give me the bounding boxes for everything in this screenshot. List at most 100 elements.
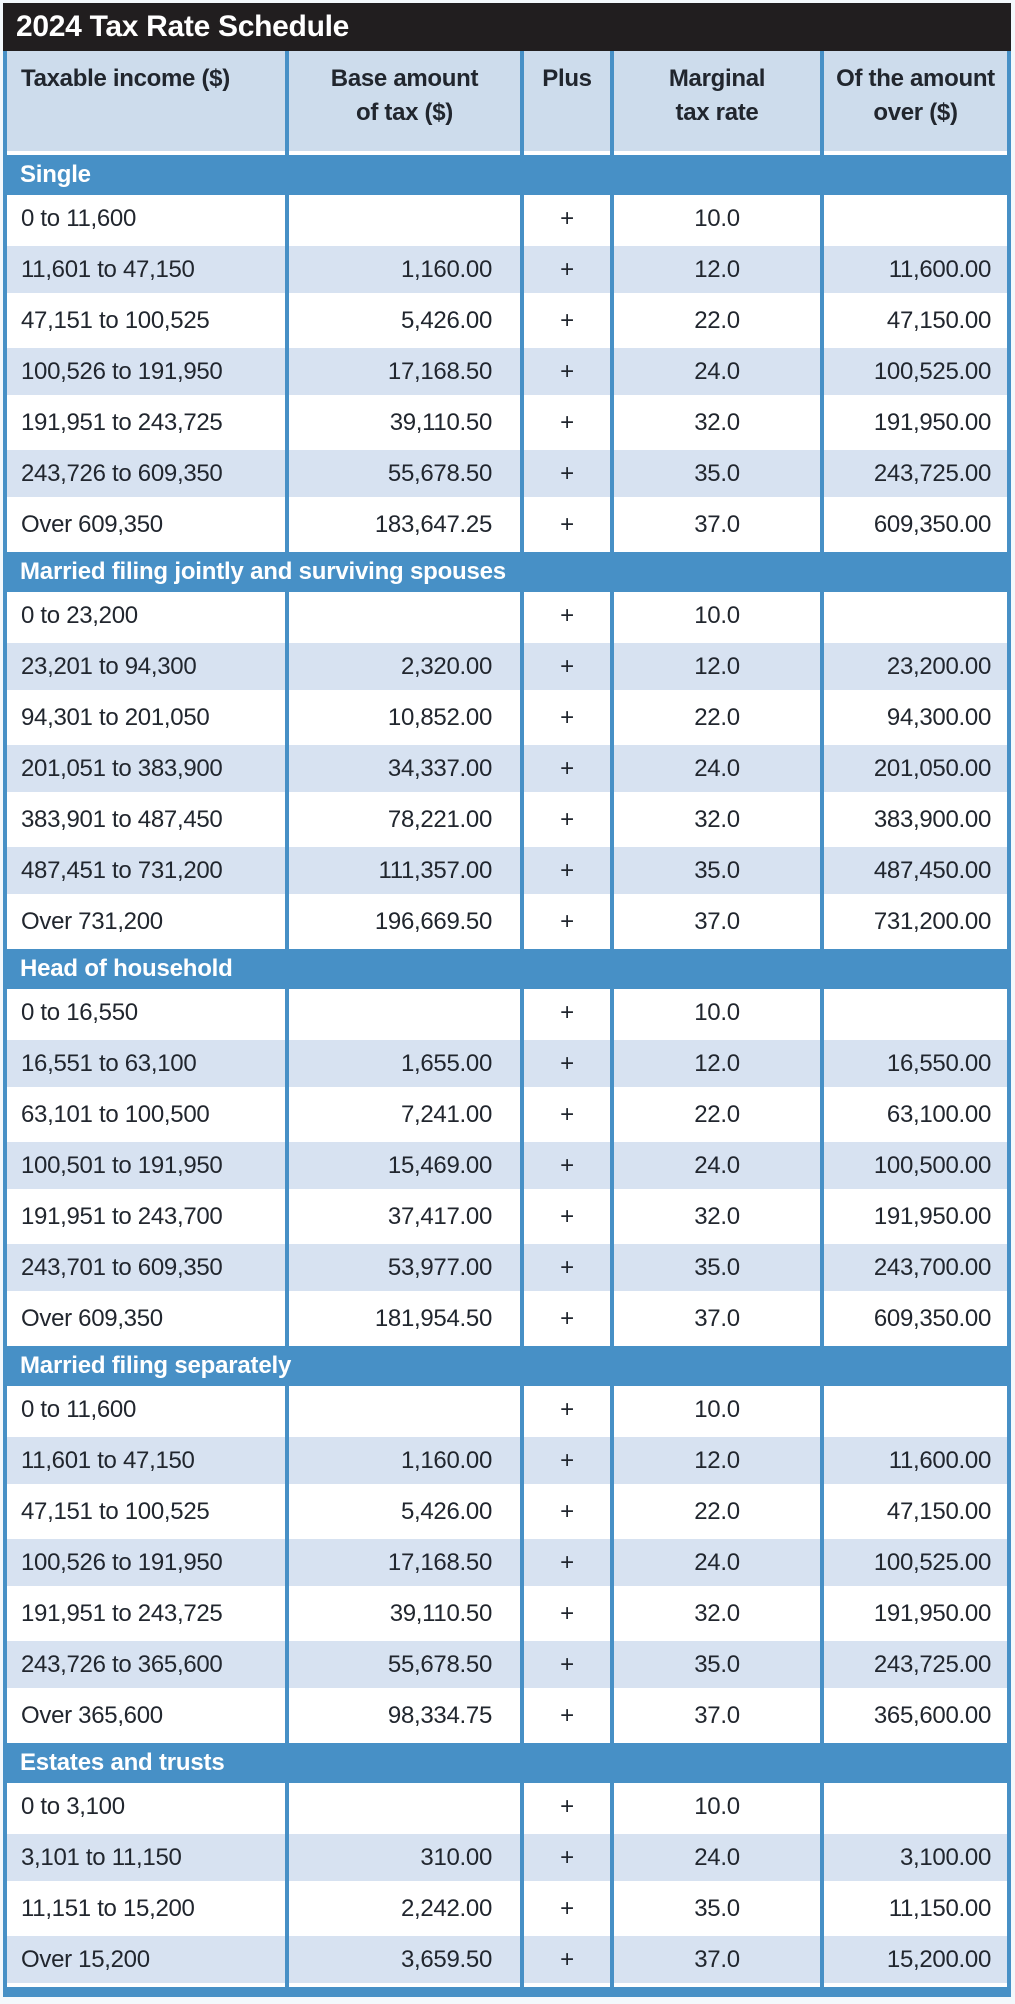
table-row: 94,301 to 201,050 10,852.00 +22.0 94,300.00	[7, 694, 1007, 741]
separator-cell	[614, 741, 820, 745]
cell-amount-over	[824, 1386, 1007, 1433]
separator-cell	[7, 690, 285, 694]
separator-cell	[289, 1138, 520, 1142]
separator-cell	[524, 639, 610, 643]
separator-cell	[824, 1291, 1007, 1295]
separator-cell	[524, 1189, 610, 1193]
separator-cell	[289, 945, 520, 949]
separator-cell	[289, 1881, 520, 1885]
separator-cell	[524, 1932, 610, 1936]
separator-cell	[614, 1830, 820, 1834]
cell-marginal-rate: 24.0	[614, 745, 820, 792]
cell-marginal-rate: 37.0	[614, 1295, 820, 1342]
separator-cell	[824, 1586, 1007, 1590]
separator-cell	[524, 446, 610, 450]
cell-base-amount: 5,426.00	[289, 297, 520, 344]
separator-cell	[7, 1983, 285, 1987]
cell-taxable-income: 487,451 to 731,200	[7, 847, 285, 894]
separator-cell	[7, 843, 285, 847]
separator-cell	[289, 1983, 520, 1987]
cell-marginal-rate: 12.0	[614, 1437, 820, 1484]
cell-taxable-income: 243,701 to 609,350	[7, 1244, 285, 1291]
separator-cell	[7, 344, 285, 348]
separator-cell	[7, 1036, 285, 1040]
separator-cell	[524, 548, 610, 552]
separator-cell	[7, 1189, 285, 1193]
separator-cell	[289, 690, 520, 694]
cell-taxable-income: 0 to 16,550	[7, 989, 285, 1036]
separator-cell	[289, 1189, 520, 1193]
separator-cell	[614, 1138, 820, 1142]
table-row: Over 731,200 196,669.50 +37.0 731,200.00	[7, 898, 1007, 945]
cell-base-amount: 183,647.25	[289, 501, 520, 548]
cell-taxable-income: 191,951 to 243,725	[7, 1590, 285, 1637]
separator-cell	[614, 690, 820, 694]
separator-cell	[824, 1342, 1007, 1346]
separator-cell	[289, 1586, 520, 1590]
row-separator	[7, 446, 1007, 450]
row-separator	[7, 1739, 1007, 1743]
separator-cell	[289, 792, 520, 796]
table-row: Over 15,200 3,659.50 +37.0 15,200.00	[7, 1936, 1007, 1983]
cell-base-amount: 15,469.00	[289, 1142, 520, 1189]
cell-base-amount: 2,242.00	[289, 1885, 520, 1932]
separator-cell	[524, 690, 610, 694]
table-row: 100,526 to 191,950 17,168.50 +24.0 100,525.…	[7, 348, 1007, 395]
cell-marginal-rate: 10.0	[614, 1783, 820, 1830]
cell-plus: +	[524, 1692, 610, 1739]
cell-base-amount: 37,417.00	[289, 1193, 520, 1240]
cell-base-amount: 78,221.00	[289, 796, 520, 843]
separator-cell	[524, 843, 610, 847]
separator-cell	[614, 792, 820, 796]
row-separator	[7, 894, 1007, 898]
cell-base-amount: 310.00	[289, 1834, 520, 1881]
cell-marginal-rate: 24.0	[614, 348, 820, 395]
cell-taxable-income: 383,901 to 487,450	[7, 796, 285, 843]
cell-base-amount: 111,357.00	[289, 847, 520, 894]
separator-cell	[524, 792, 610, 796]
cell-marginal-rate: 12.0	[614, 643, 820, 690]
separator-cell	[289, 1535, 520, 1539]
cell-plus: +	[524, 847, 610, 894]
separator-cell	[289, 548, 520, 552]
separator-cell	[524, 1739, 610, 1743]
separator-cell	[614, 1484, 820, 1488]
separator-cell	[7, 1586, 285, 1590]
cell-amount-over: 3,100.00	[824, 1834, 1007, 1881]
separator-cell	[289, 293, 520, 297]
cell-taxable-income: 100,501 to 191,950	[7, 1142, 285, 1189]
separator-cell	[524, 1688, 610, 1692]
separator-cell	[614, 639, 820, 643]
separator-cell	[524, 1830, 610, 1834]
separator-cell	[824, 151, 1007, 155]
separator-cell	[289, 1036, 520, 1040]
separator-cell	[614, 1291, 820, 1295]
cell-base-amount: 53,977.00	[289, 1244, 520, 1291]
table-row: 243,726 to 365,600 55,678.50 +35.0 243,725.…	[7, 1641, 1007, 1688]
separator-cell	[524, 741, 610, 745]
separator-cell	[7, 242, 285, 246]
cell-marginal-rate: 22.0	[614, 1488, 820, 1535]
separator-cell	[614, 1688, 820, 1692]
table-row: 100,501 to 191,950 15,469.00 +24.0 100,500.…	[7, 1142, 1007, 1189]
separator-cell	[289, 395, 520, 399]
cell-taxable-income: 23,201 to 94,300	[7, 643, 285, 690]
cell-amount-over: 11,600.00	[824, 1437, 1007, 1484]
cell-marginal-rate: 10.0	[614, 989, 820, 1036]
cell-plus: +	[524, 989, 610, 1036]
separator-cell	[7, 1484, 285, 1488]
row-separator	[7, 242, 1007, 246]
separator-cell	[524, 1484, 610, 1488]
cell-plus: +	[524, 297, 610, 344]
table-row: 100,526 to 191,950 17,168.50 +24.0 100,525.…	[7, 1539, 1007, 1586]
cell-plus: +	[524, 1488, 610, 1535]
cell-marginal-rate: 35.0	[614, 1641, 820, 1688]
row-separator	[7, 1484, 1007, 1488]
table-row: Over 609,350 181,954.50 +37.0 609,350.00	[7, 1295, 1007, 1342]
separator-cell	[7, 1087, 285, 1091]
cell-marginal-rate: 10.0	[614, 592, 820, 639]
cell-plus: +	[524, 1437, 610, 1484]
column-header-plus: Plus	[524, 51, 610, 151]
table-row: Over 365,600 98,334.75 +37.0 365,600.00	[7, 1692, 1007, 1739]
table-row: 191,951 to 243,725 39,110.50 +32.0 191,950.…	[7, 1590, 1007, 1637]
